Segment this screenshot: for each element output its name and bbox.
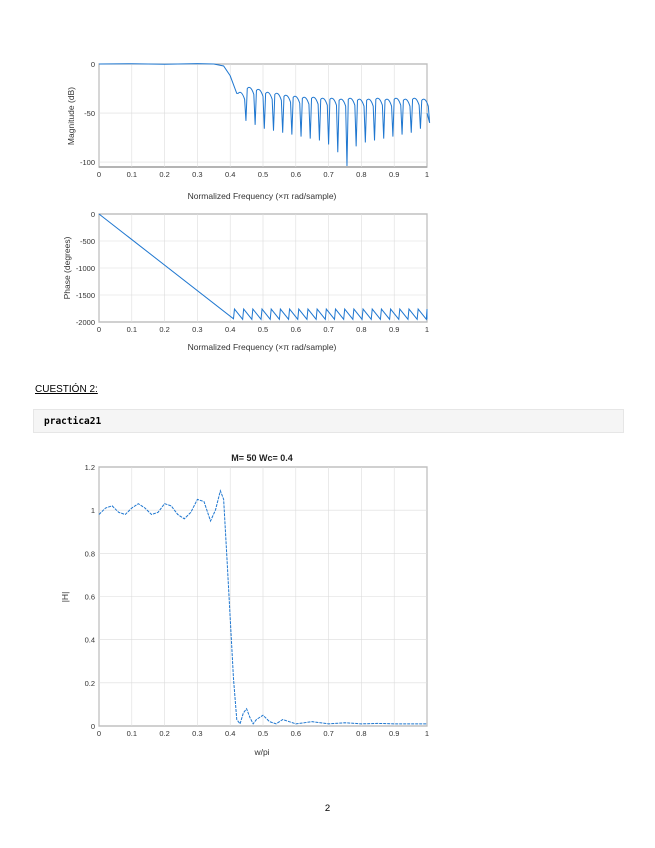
code-block: practica21 <box>33 409 624 433</box>
x-tick-label: 0.6 <box>291 729 301 738</box>
x-tick-label: 0.9 <box>389 729 399 738</box>
magnitude-grid <box>98 63 428 167</box>
x-tick-label: 0.8 <box>356 325 366 334</box>
y-tick-label: 0.6 <box>85 593 95 602</box>
h-xlabel: w/pi <box>253 747 269 757</box>
y-tick-label: 0 <box>91 60 95 69</box>
section-heading: CUESTIÓN 2: <box>35 384 98 395</box>
y-tick-label: -1500 <box>76 291 95 300</box>
h-plot-title: M= 50 Wc= 0.4 <box>231 453 293 463</box>
x-tick-label: 0.1 <box>127 170 137 179</box>
code-command: practica21 <box>44 416 102 427</box>
x-tick-label: 0 <box>97 729 101 738</box>
page-number: 2 <box>324 803 331 814</box>
y-tick-label: 1.2 <box>85 463 95 472</box>
phase-response-line <box>98 213 428 321</box>
phase-xlabel: Normalized Frequency (×π rad/sample) <box>188 342 337 352</box>
y-tick-label: 0.4 <box>85 636 95 645</box>
magnitude-plot: 0 0.1 0.2 0.3 0.4 0.5 0.6 0.7 0.8 0.9 1 0 -50 -100 No… <box>66 60 431 201</box>
y-tick-label: 0.2 <box>85 679 95 688</box>
x-tick-label: 0.9 <box>389 170 399 179</box>
y-tick-label: 0 <box>91 210 95 219</box>
magnitude-ticks: 0 0.1 0.2 0.3 0.4 0.5 0.6 0.7 0.8 0.9 1 0 -50 -100 <box>80 60 429 179</box>
h-grid <box>98 466 428 727</box>
x-tick-label: 0.7 <box>323 170 333 179</box>
x-tick-label: 0.8 <box>356 729 366 738</box>
phase-ticks: 0 0.1 0.2 0.3 0.4 0.5 0.6 0.7 0.8 0.9 1 0 -500 -1000 -… <box>76 210 429 334</box>
y-tick-label: -1000 <box>76 264 95 273</box>
y-tick-label: -2000 <box>76 318 95 327</box>
x-tick-label: 0.3 <box>192 729 202 738</box>
x-tick-label: 0.3 <box>192 170 202 179</box>
magnitude-ylabel: Magnitude (dB) <box>66 87 76 145</box>
y-tick-label: 1 <box>91 506 95 515</box>
x-tick-label: 0.2 <box>159 325 169 334</box>
y-tick-label: -100 <box>80 158 95 167</box>
x-tick-label: 0.7 <box>323 325 333 334</box>
x-tick-label: 0.5 <box>258 325 268 334</box>
x-tick-label: 0.2 <box>159 170 169 179</box>
x-tick-label: 0.5 <box>258 729 268 738</box>
phase-ylabel: Phase (degrees) <box>62 236 72 299</box>
x-tick-label: 1 <box>425 170 429 179</box>
x-tick-label: 0.2 <box>159 729 169 738</box>
x-tick-label: 0 <box>97 170 101 179</box>
x-tick-label: 0.6 <box>291 325 301 334</box>
h-magnitude-plot: 0 0.1 0.2 0.3 0.4 0.5 0.6 0.7 0.8 0.9 1 0 0.2 0.4 0.6 0… <box>60 453 429 757</box>
h-response-line <box>98 489 427 725</box>
phase-plot: 0 0.1 0.2 0.3 0.4 0.5 0.6 0.7 0.8 0.9 1 0 -500 -1000 -… <box>62 210 429 352</box>
magnitude-response-line <box>98 63 431 167</box>
x-tick-label: 0.4 <box>225 729 235 738</box>
x-tick-label: 0.4 <box>225 325 235 334</box>
magnitude-xlabel: Normalized Frequency (×π rad/sample) <box>188 191 337 201</box>
x-tick-label: 0 <box>97 325 101 334</box>
h-ticks: 0 0.1 0.2 0.3 0.4 0.5 0.6 0.7 0.8 0.9 1 0 0.2 0.4 0.6 0… <box>85 463 430 738</box>
y-tick-label: 0.8 <box>85 549 95 558</box>
x-tick-label: 0.1 <box>127 729 137 738</box>
y-tick-label: -500 <box>80 237 95 246</box>
phase-grid <box>98 213 428 323</box>
x-tick-label: 0.8 <box>356 170 366 179</box>
x-tick-label: 0.4 <box>225 170 235 179</box>
x-tick-label: 0.3 <box>192 325 202 334</box>
h-ylabel: |H| <box>60 592 70 603</box>
x-tick-label: 0.6 <box>291 170 301 179</box>
x-tick-label: 1 <box>425 325 429 334</box>
x-tick-label: 0.7 <box>323 729 333 738</box>
x-tick-label: 0.9 <box>389 325 399 334</box>
x-tick-label: 0.1 <box>127 325 137 334</box>
x-tick-label: 1 <box>425 729 429 738</box>
x-tick-label: 0.5 <box>258 170 268 179</box>
y-tick-label: -50 <box>84 109 95 118</box>
y-tick-label: 0 <box>91 722 95 731</box>
